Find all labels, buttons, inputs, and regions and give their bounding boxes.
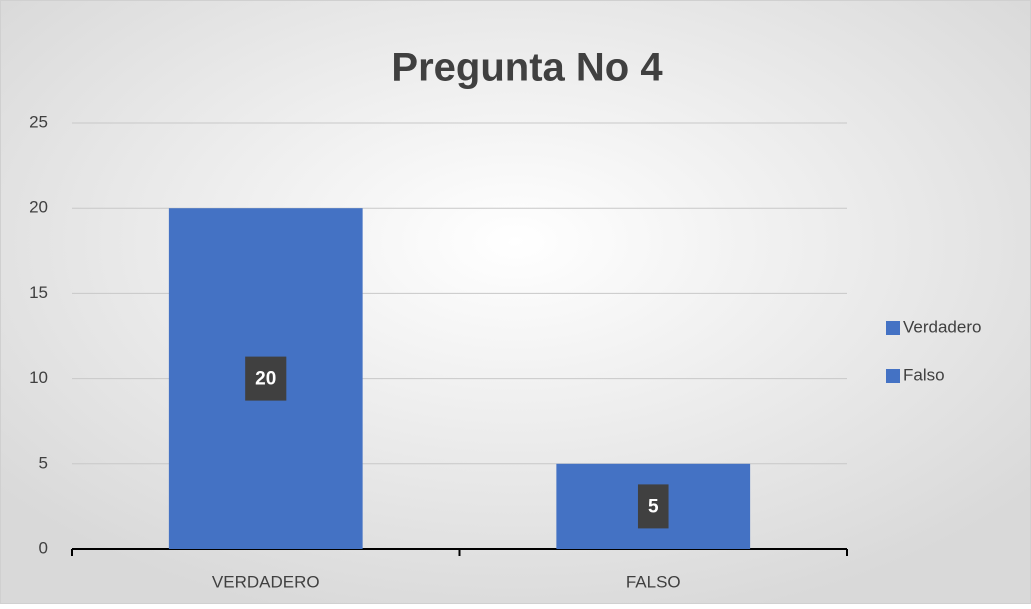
y-tick-label: 20 bbox=[29, 198, 48, 217]
chart-title: Pregunta No 4 bbox=[391, 46, 663, 90]
legend-swatch bbox=[886, 321, 900, 335]
data-label: 5 bbox=[648, 496, 659, 517]
legend-label: Falso bbox=[903, 365, 945, 384]
y-tick-label: 10 bbox=[29, 368, 48, 387]
y-tick-label: 0 bbox=[39, 538, 48, 557]
data-label: 20 bbox=[255, 369, 276, 390]
x-tick-label: FALSO bbox=[626, 572, 681, 591]
y-tick-label: 5 bbox=[39, 453, 48, 472]
data-label-box bbox=[245, 356, 287, 401]
y-tick-label: 15 bbox=[29, 283, 48, 302]
y-tick-label: 25 bbox=[29, 112, 48, 131]
legend-swatch bbox=[886, 369, 900, 383]
legend-label: Verdadero bbox=[903, 317, 981, 336]
x-tick-label: VERDADERO bbox=[212, 572, 320, 591]
data-label-box bbox=[637, 484, 669, 529]
